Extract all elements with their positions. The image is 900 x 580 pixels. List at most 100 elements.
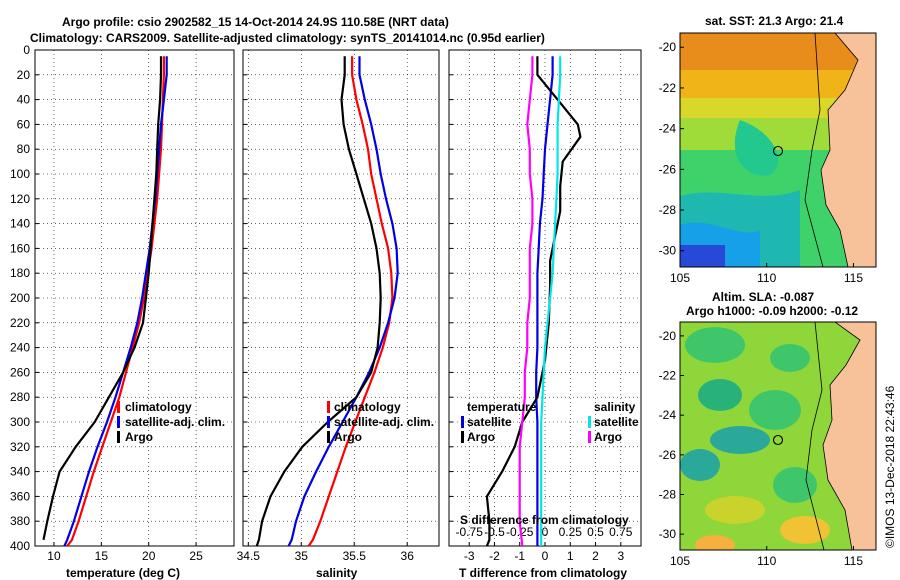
temperature-legend: climatology satellite-adj. clim. Argo <box>117 400 225 444</box>
x-tick-label: 25 <box>189 549 203 563</box>
x-tick-label: 35.5 <box>343 549 367 563</box>
depth-axis-ticks: 0 20 40 60 80 100 120 140 160 180 200 220 240 260 280 3… <box>10 43 30 553</box>
legend-swatch-s-satellite <box>588 416 591 428</box>
map-y-tick-label: -22 <box>659 81 677 95</box>
sst-map-image <box>680 33 876 267</box>
map-y-tick-label: -24 <box>659 408 677 422</box>
title-line-1: Argo profile: csio 2902582_15 14-Oct-201… <box>62 15 449 29</box>
map-y-tick-label: -28 <box>659 203 677 217</box>
series-line-climatology <box>66 56 165 547</box>
temperature-plot-frame <box>34 49 235 547</box>
depth-tick-label: 280 <box>10 390 30 404</box>
sst-map-title: sat. SST: 21.3 Argo: 21.4 <box>705 14 844 28</box>
map-x-tick-label: 110 <box>757 554 776 568</box>
sla-y-ticks: -20 -22 -24 -26 -28 -30 <box>659 329 684 541</box>
temperature-panel: 0 20 40 60 80 100 120 140 160 180 200 220 240 260 280 3… <box>10 43 235 580</box>
credit-text: ©IMOS 13-Dec-2018 22:43:46 <box>883 385 897 548</box>
sla-map-image <box>680 322 876 550</box>
salinity-x-ticks: 34.5 35 35.5 36 <box>237 542 414 563</box>
s-tick-label: -0.5 <box>484 525 505 539</box>
salinity-plot-frame <box>242 49 440 547</box>
legend-salinity: salinity <box>594 400 636 414</box>
depth-tick-label: 140 <box>10 217 30 231</box>
map-y-tick-label: -20 <box>659 329 677 343</box>
x-tick-label: -1 <box>514 549 525 563</box>
difference-legend: temperature satellite Argo salinity sate… <box>461 400 639 444</box>
legend-t-satellite: satellite <box>467 415 512 429</box>
temperature-series <box>42 56 168 547</box>
depth-tick-label: 260 <box>10 365 30 379</box>
legend-swatch-argo <box>117 431 120 443</box>
x-tick-label: 35 <box>295 549 309 563</box>
sst-x-ticks: 105 110 115 <box>670 263 863 285</box>
s-tick-label: -0.75 <box>456 525 484 539</box>
depth-tick-label: 100 <box>10 167 30 181</box>
series-line-satellite-adj-clim- <box>63 56 168 547</box>
depth-tick-label: 160 <box>10 241 30 255</box>
map-x-tick-label: 115 <box>844 554 863 568</box>
temperature-xlabel: temperature (deg C) <box>66 566 180 580</box>
x-tick-label: 10 <box>47 549 61 563</box>
legend-t-argo: Argo <box>467 430 495 444</box>
temperature-x-ticks: 10 15 20 25 <box>47 542 203 563</box>
legend-climatology: climatology <box>125 400 192 414</box>
series-line-satellite-adj-clim- <box>287 56 399 547</box>
x-tick-label: 0 <box>542 549 549 563</box>
x-tick-label: 2 <box>592 549 599 563</box>
sla-map-title-2: Argo h1000: -0.09 h2000: -0.12 <box>686 304 858 318</box>
legend-swatch-satellite <box>327 416 330 428</box>
salinity-panel: 34.5 35 35.5 36 salinity climatology satell… <box>237 49 440 580</box>
x-tick-label: 34.5 <box>237 549 261 563</box>
legend-swatch-climatology <box>327 401 330 413</box>
map-x-tick-label: 110 <box>757 271 776 285</box>
difference-grid <box>449 49 641 547</box>
difference-series <box>485 56 582 547</box>
argo-location-marker <box>772 145 784 157</box>
depth-tick-label: 0 <box>23 43 30 57</box>
series-line-temperature-satellite <box>535 56 554 546</box>
salinity-xlabel: salinity <box>316 566 358 580</box>
map-x-tick-label: 115 <box>844 271 863 285</box>
depth-tick-label: 120 <box>10 192 30 206</box>
salinity-grid <box>243 49 439 547</box>
x-tick-label: 3 <box>617 549 624 563</box>
map-y-tick-label: -20 <box>659 40 677 54</box>
depth-tick-label: 220 <box>10 316 30 330</box>
sla-map-title-1: Altim. SLA: -0.087 <box>712 290 814 304</box>
s-tick-label: 0.5 <box>587 525 604 539</box>
legend-satellite-adj: satellite-adj. clim. <box>334 415 434 429</box>
map-y-tick-label: -26 <box>659 162 677 176</box>
map-y-tick-label: -24 <box>659 122 677 136</box>
sla-x-ticks: 105 110 115 <box>670 546 863 568</box>
legend-swatch-s-argo <box>588 431 591 443</box>
map-y-tick-label: -30 <box>659 244 677 258</box>
map-y-tick-label: -22 <box>659 369 677 383</box>
s-tick-label: 0.75 <box>609 525 633 539</box>
legend-argo: Argo <box>334 430 362 444</box>
series-line-argo <box>255 56 382 547</box>
map-y-tick-label: -28 <box>659 487 677 501</box>
series-line-temperature-argo <box>485 56 582 547</box>
x-tick-label: 1 <box>567 549 574 563</box>
x-tick-label: -2 <box>489 549 500 563</box>
salinity-series <box>255 56 399 547</box>
depth-tick-label: 340 <box>10 465 30 479</box>
series-line-argo <box>42 56 163 541</box>
legend-s-satellite: satellite <box>594 415 639 429</box>
depth-tick-label: 20 <box>17 68 31 82</box>
legend-argo: Argo <box>125 430 153 444</box>
depth-tick-label: 40 <box>17 93 31 107</box>
legend-swatch-t-argo <box>461 431 464 443</box>
depth-tick-label: 60 <box>17 117 31 131</box>
argo-location-marker <box>772 434 784 446</box>
s-tick-label: 0 <box>542 525 549 539</box>
x-tick-label: 15 <box>95 549 109 563</box>
legend-temperature: temperature <box>467 400 537 414</box>
depth-tick-label: 320 <box>10 440 30 454</box>
sla-map-panel: Altim. SLA: -0.087 Argo h1000: -0.09 h20… <box>659 290 877 568</box>
difference-xlabel: T difference from climatology <box>459 566 627 580</box>
legend-swatch-argo <box>327 431 330 443</box>
depth-tick-label: 360 <box>10 489 30 503</box>
